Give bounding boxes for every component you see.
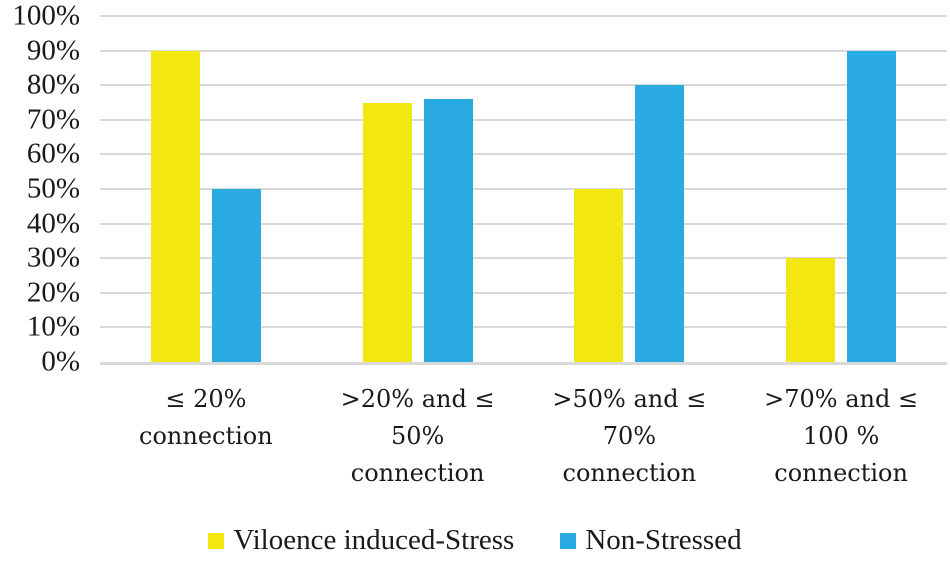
- legend-label: Non-Stressed: [585, 524, 742, 556]
- y-tick-label: 20%: [26, 276, 80, 309]
- x-axis-label: >50% and ≤ 70% connection: [552, 385, 707, 487]
- bar-group: [524, 16, 736, 362]
- gridline: [100, 153, 947, 156]
- y-tick-label: 90%: [26, 34, 80, 67]
- gridline: [100, 188, 947, 190]
- gridline: [100, 362, 947, 365]
- y-tick-label: 60%: [26, 137, 80, 170]
- gridline: [100, 118, 947, 121]
- gridline: [100, 257, 947, 260]
- bar: [150, 50, 200, 362]
- y-tick-label: 100%: [12, 0, 80, 32]
- gridline: [100, 291, 947, 294]
- legend-item: Non-Stressed: [560, 524, 742, 556]
- bar-group: [100, 16, 312, 362]
- gridline: [100, 84, 947, 87]
- bar-groups: [100, 16, 947, 362]
- y-tick-label: 70%: [26, 103, 80, 136]
- y-tick-label: 0%: [41, 345, 80, 378]
- plot-area: [100, 15, 947, 365]
- gridline: [100, 222, 947, 225]
- gridline: [100, 49, 947, 52]
- y-tick-label: 80%: [26, 68, 80, 101]
- y-axis: 100% 90% 80% 70% 60% 50% 40% 30% 20% 10% 0%: [0, 1, 80, 376]
- gridline: [100, 15, 947, 17]
- x-axis-label: ≤ 20% connection: [139, 385, 273, 450]
- bar: [362, 102, 412, 362]
- bar: [211, 189, 261, 362]
- x-axis-label: >70% and ≤ 100 % connection: [764, 385, 919, 487]
- legend-swatch: [208, 532, 225, 549]
- x-axis-label: >20% and ≤ 50% connection: [340, 385, 495, 487]
- legend: Viloence induced-Stress Non-Stressed: [0, 526, 950, 555]
- bar: [423, 99, 473, 362]
- bar: [635, 85, 685, 362]
- y-tick-label: 50%: [26, 172, 80, 205]
- x-axis-labels: ≤ 20% connection >20% and ≤ 50% connectio…: [100, 381, 947, 492]
- legend-item: Viloence induced-Stress: [208, 526, 514, 555]
- gridline: [100, 326, 947, 329]
- legend-label: Viloence induced-Stress: [233, 524, 515, 556]
- y-tick-label: 40%: [26, 207, 80, 240]
- bar: [574, 189, 624, 362]
- y-tick-label: 30%: [26, 241, 80, 274]
- bar: [786, 258, 836, 362]
- y-tick-label: 10%: [26, 310, 80, 343]
- bar-group: [312, 16, 524, 362]
- bar-group: [735, 16, 947, 362]
- legend-swatch: [560, 532, 577, 549]
- bar: [847, 50, 897, 362]
- gridlines: [100, 15, 947, 365]
